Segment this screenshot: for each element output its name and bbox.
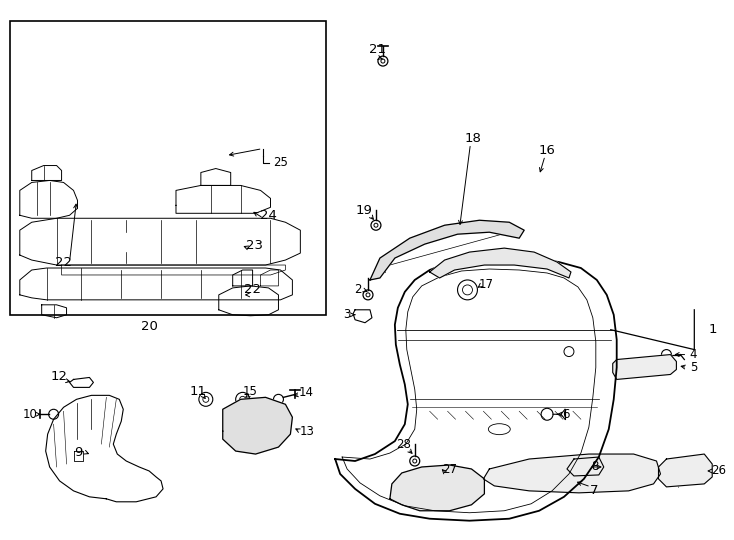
Text: 22: 22 <box>55 255 72 268</box>
Text: 12: 12 <box>50 370 67 383</box>
Text: 7: 7 <box>589 484 598 497</box>
Polygon shape <box>613 355 677 380</box>
Text: 9: 9 <box>74 446 83 458</box>
Text: 25: 25 <box>273 156 288 169</box>
Text: 28: 28 <box>396 437 411 450</box>
Text: 16: 16 <box>539 144 556 157</box>
Text: 26: 26 <box>711 464 726 477</box>
Text: 2: 2 <box>355 284 362 296</box>
Text: 20: 20 <box>141 320 158 333</box>
Text: 27: 27 <box>442 463 457 476</box>
Text: 17: 17 <box>479 279 494 292</box>
Text: 6: 6 <box>562 408 570 421</box>
Text: 22: 22 <box>244 284 261 296</box>
Text: 15: 15 <box>243 385 258 398</box>
Text: 10: 10 <box>22 408 37 421</box>
Text: 8: 8 <box>591 461 598 474</box>
Text: 14: 14 <box>299 386 314 399</box>
Text: 13: 13 <box>300 424 315 437</box>
Bar <box>10 21 326 315</box>
Text: 18: 18 <box>465 132 482 145</box>
Text: 1: 1 <box>709 323 717 336</box>
Text: 11: 11 <box>189 385 206 398</box>
Polygon shape <box>222 397 292 454</box>
Text: 24: 24 <box>260 209 277 222</box>
Polygon shape <box>429 248 571 278</box>
Text: 5: 5 <box>690 361 697 374</box>
Text: 21: 21 <box>369 43 386 56</box>
Text: 19: 19 <box>355 204 372 217</box>
Polygon shape <box>390 465 484 511</box>
Text: 3: 3 <box>344 308 351 321</box>
Text: 23: 23 <box>246 239 263 252</box>
Polygon shape <box>658 454 712 487</box>
Polygon shape <box>370 220 524 280</box>
Text: 4: 4 <box>689 348 697 361</box>
Polygon shape <box>484 454 661 493</box>
